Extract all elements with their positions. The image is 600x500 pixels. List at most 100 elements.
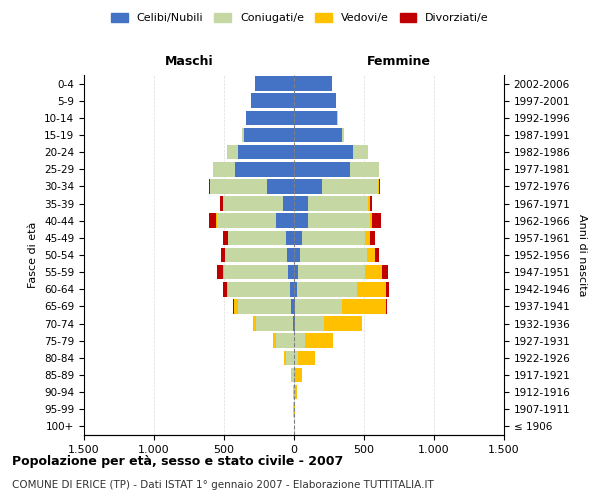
Bar [294,162,350,176]
Bar [378,179,379,194]
Bar [224,265,289,280]
Text: Femmine: Femmine [367,55,431,68]
Bar [295,368,302,382]
Bar [294,196,308,211]
Y-axis label: Anni di nascita: Anni di nascita [577,214,587,296]
Bar [293,316,294,331]
Bar [294,230,302,245]
Bar [286,230,294,245]
Bar [294,299,295,314]
Bar [217,214,276,228]
Bar [287,248,294,262]
Bar [341,299,386,314]
Bar [294,94,336,108]
Bar [227,230,228,245]
Bar [294,316,295,331]
Bar [283,196,294,211]
Bar [235,162,294,176]
Bar [302,230,365,245]
Bar [223,196,283,211]
Bar [370,214,373,228]
Bar [228,230,286,245]
Bar [217,265,223,280]
Bar [227,145,238,160]
Bar [386,299,387,314]
Bar [370,230,375,245]
Bar [256,316,293,331]
Bar [209,179,210,194]
Bar [227,282,228,296]
Bar [294,282,297,296]
Bar [386,282,389,296]
Bar [295,316,324,331]
Bar [324,316,362,331]
Text: Maschi: Maschi [164,55,214,68]
Bar [294,145,353,160]
Bar [353,145,368,160]
Bar [294,265,298,280]
Bar [290,282,294,296]
Bar [284,350,286,365]
Bar [365,230,370,245]
Bar [276,214,294,228]
Bar [238,299,291,314]
Bar [221,248,224,262]
Bar [350,162,379,176]
Bar [291,299,294,314]
Bar [322,179,378,194]
Bar [234,299,238,314]
Y-axis label: Fasce di età: Fasce di età [28,222,38,288]
Bar [308,214,370,228]
Bar [375,248,379,262]
Bar [253,316,256,331]
Bar [305,334,333,348]
Bar [293,402,294,416]
Bar [382,265,388,280]
Text: COMUNE DI ERICE (TP) - Dati ISTAT 1° gennaio 2007 - Elaborazione TUTTITALIA.IT: COMUNE DI ERICE (TP) - Dati ISTAT 1° gen… [12,480,434,490]
Bar [294,334,305,348]
Bar [294,128,341,142]
Bar [294,76,332,91]
Bar [255,76,294,91]
Bar [379,179,380,194]
Bar [247,110,294,125]
Bar [341,128,344,142]
Bar [268,179,294,194]
Bar [246,110,247,125]
Bar [276,334,294,348]
Bar [213,162,235,176]
Bar [294,350,298,365]
Bar [242,128,244,142]
Bar [294,179,322,194]
Bar [298,265,365,280]
Bar [209,214,217,228]
Bar [223,282,227,296]
Bar [238,145,294,160]
Bar [290,368,291,382]
Bar [226,248,287,262]
Bar [294,402,295,416]
Bar [370,196,373,211]
Bar [233,299,234,314]
Bar [373,214,381,228]
Bar [299,248,367,262]
Bar [297,282,357,296]
Bar [295,299,341,314]
Bar [294,110,337,125]
Bar [357,282,386,296]
Bar [223,230,227,245]
Bar [228,282,290,296]
Bar [293,385,294,400]
Text: Popolazione per età, sesso e stato civile - 2007: Popolazione per età, sesso e stato civil… [12,455,343,468]
Bar [294,368,295,382]
Bar [244,128,294,142]
Bar [225,248,226,262]
Bar [294,248,299,262]
Legend: Celibi/Nubili, Coniugati/e, Vedovi/e, Divorziati/e: Celibi/Nubili, Coniugati/e, Vedovi/e, Di… [107,8,493,28]
Bar [308,196,368,211]
Bar [289,265,294,280]
Bar [220,196,223,211]
Bar [368,196,370,211]
Bar [295,385,297,400]
Bar [294,385,295,400]
